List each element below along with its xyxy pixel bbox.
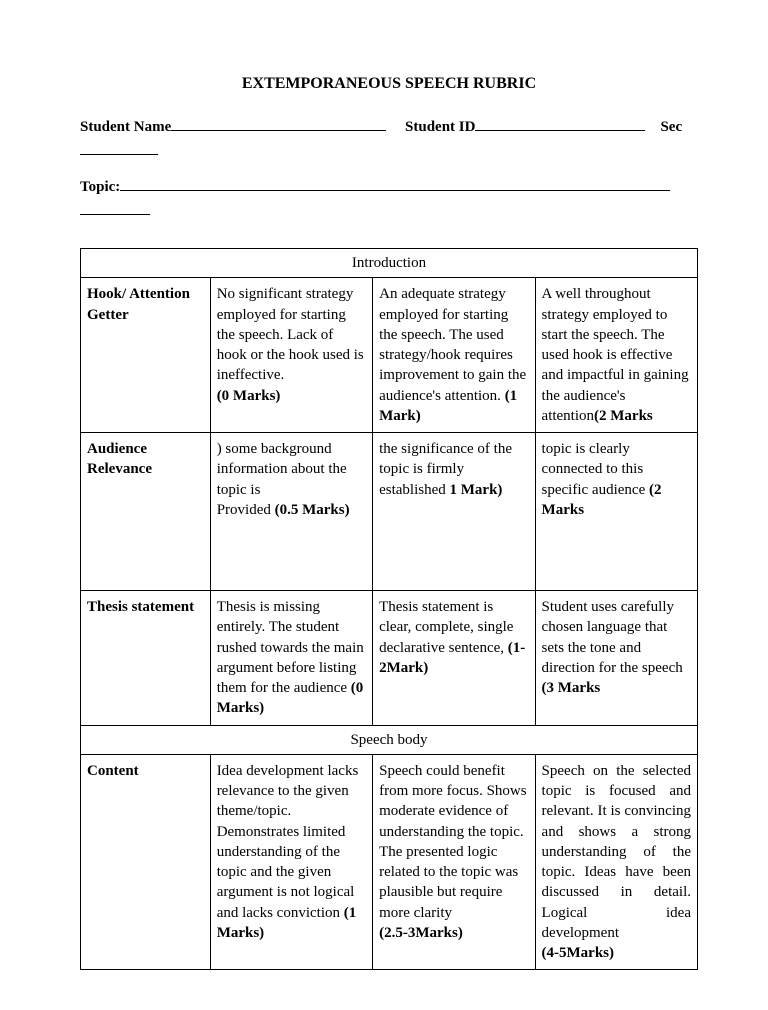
student-id-blank <box>475 130 645 131</box>
content-c1-marks: (2.5-3Marks) <box>379 925 463 941</box>
hook-c2-marks: (2 Marks <box>594 408 653 424</box>
content-c1-text: Speech could benefit from more focus. Sh… <box>379 763 526 921</box>
row-audience: Audience Relevance ) some background inf… <box>81 433 698 591</box>
student-id-label: Student ID <box>405 119 475 135</box>
audience-c1: the significance of the topic is firmly … <box>373 433 535 591</box>
sec-label: Sec <box>660 119 682 135</box>
content-label: Content <box>81 754 211 970</box>
row-hook: Hook/ Attention Getter No significant st… <box>81 278 698 433</box>
thesis-c0: Thesis is missing entirely. The student … <box>210 591 372 726</box>
audience-c0-text2: Provided <box>217 502 275 518</box>
content-c1: Speech could benefit from more focus. Sh… <box>373 754 535 970</box>
content-c2-text: Speech on the selected topic is focused … <box>542 763 691 941</box>
audience-c0: ) some background information about the … <box>210 433 372 591</box>
rubric-table: Introduction Hook/ Attention Getter No s… <box>80 248 698 970</box>
section-row-body: Speech body <box>81 725 698 754</box>
hook-c1: An adequate strategy employed for starti… <box>373 278 535 433</box>
section-body: Speech body <box>81 725 698 754</box>
section-intro: Introduction <box>81 249 698 278</box>
student-name-label: Student Name <box>80 119 171 135</box>
audience-c2-text: topic is clearly connected to this speci… <box>542 441 649 498</box>
audience-c0-text: ) some background information about the … <box>217 441 347 498</box>
thesis-c2: Student uses carefully chosen language t… <box>535 591 697 726</box>
hook-c0-text: No significant strategy employed for sta… <box>217 286 364 383</box>
hook-c0-marks: (0 Marks) <box>217 388 281 404</box>
hook-c1-text: An adequate strategy employed for starti… <box>379 286 526 403</box>
thesis-c1-text: Thesis statement is clear, complete, sin… <box>379 599 513 656</box>
topic-blank <box>120 190 670 191</box>
audience-c2: topic is clearly connected to this speci… <box>535 433 697 591</box>
hook-c2-text: A well throughout strategy employed to s… <box>542 286 689 424</box>
thesis-label: Thesis statement <box>81 591 211 726</box>
page: EXTEMPORANEOUS SPEECH RUBRIC Student Nam… <box>0 0 768 1010</box>
audience-label: Audience Relevance <box>81 433 211 591</box>
student-line: Student Name Student ID Sec <box>80 115 698 163</box>
content-c2-marks: (4-5Marks) <box>542 945 614 961</box>
audience-c1-marks: 1 Mark) <box>450 482 503 498</box>
thesis-c1: Thesis statement is clear, complete, sin… <box>373 591 535 726</box>
student-name-blank <box>171 130 386 131</box>
topic-label: Topic: <box>80 179 120 195</box>
sec-blank <box>80 154 158 155</box>
hook-label: Hook/ Attention Getter <box>81 278 211 433</box>
hook-c2: A well throughout strategy employed to s… <box>535 278 697 433</box>
audience-c0-marks: (0.5 Marks) <box>275 502 350 518</box>
content-c2: Speech on the selected topic is focused … <box>535 754 697 970</box>
thesis-c2-marks: (3 Marks <box>542 680 601 696</box>
content-c0-text: Idea development lacks relevance to the … <box>217 763 359 921</box>
topic-line: Topic: <box>80 175 698 223</box>
thesis-c0-text: Thesis is missing entirely. The student … <box>217 599 364 696</box>
row-thesis: Thesis statement Thesis is missing entir… <box>81 591 698 726</box>
topic-blank-2 <box>80 214 150 215</box>
row-content: Content Idea development lacks relevance… <box>81 754 698 970</box>
hook-c0: No significant strategy employed for sta… <box>210 278 372 433</box>
page-title: EXTEMPORANEOUS SPEECH RUBRIC <box>80 75 698 93</box>
section-row-intro: Introduction <box>81 249 698 278</box>
content-c0: Idea development lacks relevance to the … <box>210 754 372 970</box>
thesis-c2-text: Student uses carefully chosen language t… <box>542 599 683 676</box>
